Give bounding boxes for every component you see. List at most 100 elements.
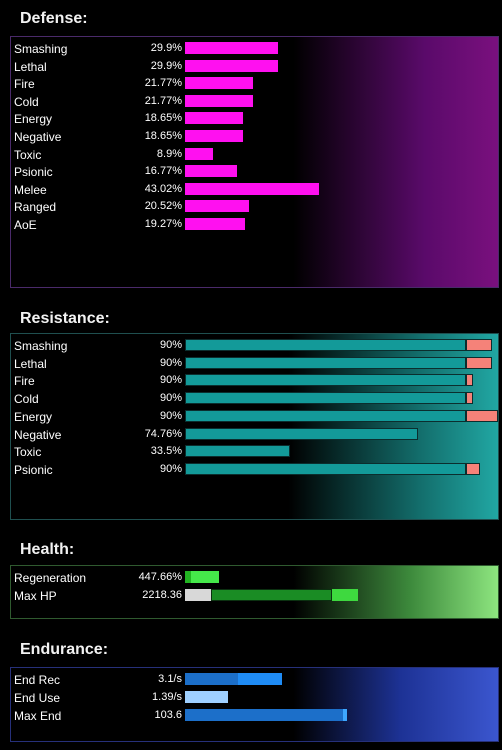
resistance-bar <box>185 339 466 351</box>
stat-value: 29.9% <box>150 42 182 54</box>
max-end-base-bar <box>185 709 343 721</box>
max-hp-base-bar <box>185 589 211 601</box>
defense-bar <box>185 59 278 72</box>
resistance-overcap-bar <box>466 374 473 387</box>
stat-label: Psionic <box>14 165 53 180</box>
stat-value: 90% <box>159 356 182 369</box>
resistance-bar <box>185 445 290 458</box>
stat-row-max-hp: Max HP 2218.36 <box>11 587 498 605</box>
stat-label: Energy <box>14 112 53 127</box>
stat-label: Lethal <box>14 356 47 371</box>
stat-label: Cold <box>14 94 39 109</box>
stat-value: 18.65% <box>144 112 182 125</box>
defense-bar <box>185 218 245 230</box>
stat-row-lethal: Lethal 90% <box>11 355 498 373</box>
resistance-overcap-bar <box>466 356 492 369</box>
resistance-overcap-bar <box>466 409 498 422</box>
stat-label: Fire <box>14 77 35 92</box>
health-title: Health: <box>20 541 75 558</box>
defense-title: Defense: <box>20 10 88 27</box>
regeneration-bonus-bar <box>191 571 219 583</box>
max-end-cap-bar <box>343 709 347 721</box>
stat-row-psionic: Psionic 90% <box>11 461 498 479</box>
stat-row-negative: Negative 74.76% <box>11 426 498 444</box>
stat-label: Energy <box>14 409 53 424</box>
resistance-bar <box>185 462 466 475</box>
stat-label: Negative <box>14 130 62 144</box>
stat-value: 16.77% <box>144 165 182 178</box>
defense-bar <box>185 112 243 125</box>
stat-value: 90% <box>159 462 182 475</box>
stat-row-fire: Fire 21.77% <box>11 75 498 93</box>
stat-label: End Rec <box>14 673 61 687</box>
health-panel: Regeneration 447.66% Max HP 2218.36 <box>10 565 499 619</box>
stat-label: Lethal <box>14 59 47 74</box>
stat-row-smashing: Smashing 90% <box>11 337 498 355</box>
stat-row-aoe: AoE 19.27% <box>11 216 498 234</box>
resistance-overcap-bar <box>466 392 473 405</box>
defense-bar <box>185 130 243 142</box>
defense-bar <box>185 147 213 160</box>
defense-bar <box>185 182 319 195</box>
stat-label: Psionic <box>14 462 53 477</box>
stat-value: 29.9% <box>150 59 182 72</box>
max-hp-cap-bar <box>332 589 358 601</box>
stat-value: 90% <box>159 392 182 405</box>
regeneration-base-bar <box>185 571 191 583</box>
stat-label: Regeneration <box>14 571 87 585</box>
endurance-panel: End Rec 3.1/s End Use 1.39/s Max End 103… <box>10 667 499 742</box>
defense-panel: Smashing 29.9% Lethal 29.9% Fire 21.77% Cold 21… <box>10 36 499 288</box>
stat-label: Negative <box>14 427 62 442</box>
resistance-bar <box>185 374 466 387</box>
stat-value: 1.39/s <box>152 691 182 703</box>
stat-label: Max HP <box>14 589 57 603</box>
stat-row-melee: Melee 43.02% <box>11 181 498 199</box>
resistance-bar <box>185 427 418 440</box>
stat-row-cold: Cold 21.77% <box>11 93 498 111</box>
stat-row-regeneration: Regeneration 447.66% <box>11 569 498 587</box>
stat-row-smashing: Smashing 29.9% <box>11 40 498 58</box>
stat-value: 43.02% <box>144 182 182 195</box>
stat-value: 74.76% <box>144 427 182 440</box>
stat-value: 90% <box>159 374 182 387</box>
resistance-bar <box>185 356 466 369</box>
resistance-bar <box>185 392 466 405</box>
stat-label: Smashing <box>14 339 68 353</box>
defense-bar <box>185 42 278 54</box>
stat-value: 19.27% <box>144 218 182 230</box>
stat-row-ranged: Ranged 20.52% <box>11 198 498 216</box>
stat-label: Toxic <box>14 445 42 460</box>
stat-label: Fire <box>14 374 35 389</box>
defense-bar <box>185 200 249 213</box>
end-use-bar <box>185 691 228 703</box>
stat-row-end-rec: End Rec 3.1/s <box>11 671 498 689</box>
stat-label: End Use <box>14 691 61 705</box>
stat-label: Melee <box>14 182 47 197</box>
stat-value: 33.5% <box>150 445 182 458</box>
endurance-title: Endurance: <box>20 641 109 658</box>
stat-row-cold: Cold 90% <box>11 390 498 408</box>
stat-row-energy: Energy 18.65% <box>11 110 498 128</box>
stat-label: Toxic <box>14 147 42 162</box>
stat-value: 2218.36 <box>142 589 182 601</box>
stat-label: Cold <box>14 392 39 407</box>
end-rec-base-bar <box>185 673 238 685</box>
stat-value: 21.77% <box>144 77 182 90</box>
stat-value: 90% <box>159 339 182 351</box>
stat-label: Ranged <box>14 200 57 215</box>
stat-value: 20.52% <box>144 200 182 213</box>
stat-value: 18.65% <box>144 130 182 142</box>
defense-bar <box>185 165 237 178</box>
stat-row-negative: Negative 18.65% <box>11 128 498 146</box>
stat-row-psionic: Psionic 16.77% <box>11 163 498 181</box>
stat-value: 21.77% <box>144 94 182 107</box>
stat-row-fire: Fire 90% <box>11 372 498 390</box>
stat-row-energy: Energy 90% <box>11 408 498 426</box>
stat-label: AoE <box>14 218 37 232</box>
resistance-overcap-bar <box>466 339 492 351</box>
stat-value: 3.1/s <box>158 673 182 685</box>
defense-bar <box>185 94 253 107</box>
stat-label: Max End <box>14 709 62 723</box>
stat-row-end-use: End Use 1.39/s <box>11 689 498 707</box>
resistance-bar <box>185 409 466 422</box>
